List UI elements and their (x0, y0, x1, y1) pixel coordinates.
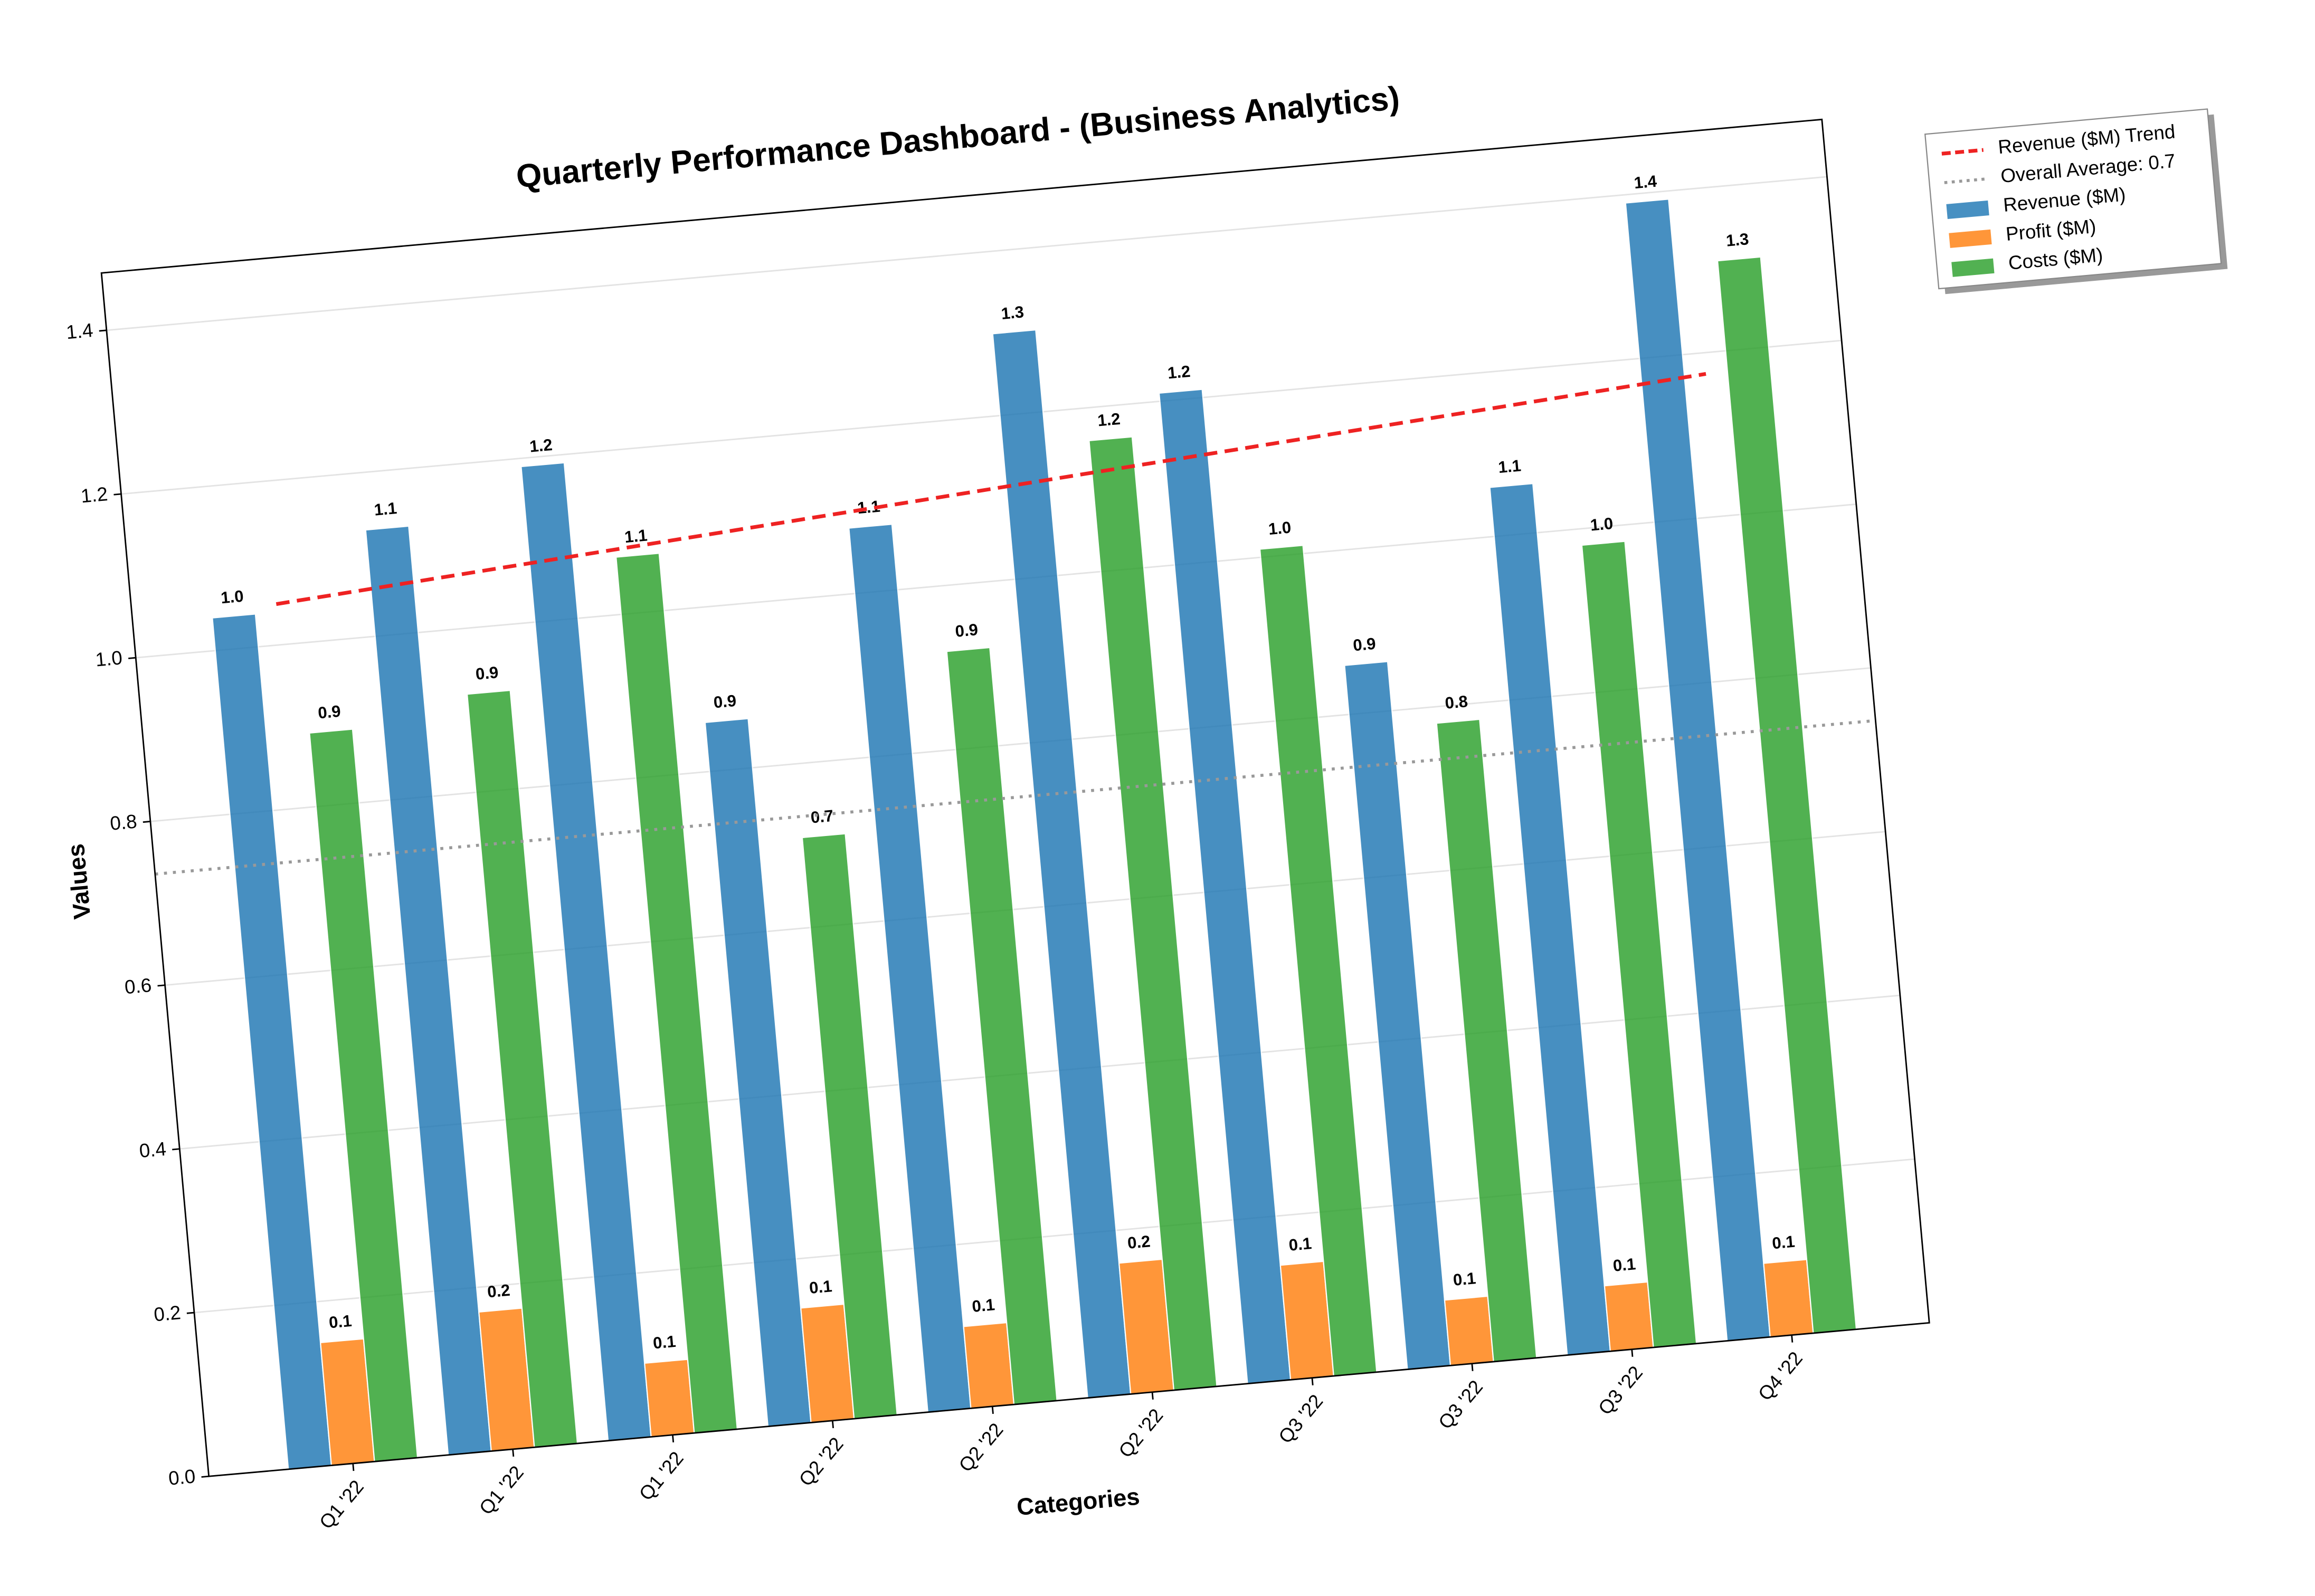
y-tick-label: 1.2 (80, 483, 108, 507)
value-label: 0.9 (954, 620, 979, 641)
value-label: 1.3 (1000, 302, 1024, 323)
x-tick (1311, 1378, 1314, 1385)
x-tick (1151, 1392, 1154, 1400)
y-tick (113, 493, 121, 496)
value-label: 0.1 (971, 1295, 995, 1316)
value-label: 1.1 (373, 499, 397, 519)
plot-area: Quarterly Performance Dashboard - (Busin… (62, 80, 2228, 1533)
bar (1763, 1259, 1814, 1338)
value-label: 0.1 (809, 1277, 833, 1297)
y-tick-label: 1.0 (94, 647, 123, 670)
value-label: 0.1 (652, 1332, 677, 1353)
value-label: 0.2 (1127, 1232, 1151, 1252)
y-tick-label: 0.6 (124, 974, 152, 998)
legend-box (1924, 108, 2222, 290)
value-label: 0.9 (317, 702, 341, 723)
y-tick-label: 0.8 (109, 810, 138, 834)
value-label: 0.2 (487, 1281, 511, 1302)
value-label: 1.2 (1167, 362, 1191, 383)
grid-line (106, 176, 1827, 331)
legend-swatch (1949, 229, 1992, 248)
x-tick (1471, 1363, 1474, 1371)
value-label: 1.2 (1097, 410, 1121, 430)
value-label: 0.1 (1771, 1232, 1796, 1253)
value-label: 0.1 (1288, 1234, 1312, 1255)
value-label: 0.7 (810, 806, 834, 827)
y-axis-label: Values (62, 843, 96, 920)
legend-swatch (1941, 148, 1984, 156)
average-line (155, 719, 1876, 876)
grid-line (121, 339, 1842, 495)
value-label: 0.1 (1452, 1269, 1476, 1289)
value-label: 1.3 (1725, 230, 1750, 250)
y-tick-label: 1.4 (65, 319, 94, 343)
value-label: 0.8 (1444, 692, 1468, 712)
y-tick (99, 329, 107, 332)
y-tick (201, 1475, 209, 1478)
x-tick (991, 1406, 994, 1414)
x-tick (831, 1420, 834, 1428)
bar (1444, 1295, 1494, 1366)
grid-line (194, 1158, 1915, 1314)
value-label: 1.1 (1497, 456, 1522, 477)
grid-line (179, 994, 1900, 1150)
y-tick-label: 0.4 (138, 1138, 167, 1162)
y-tick-label: 0.0 (167, 1465, 196, 1489)
x-tick (352, 1463, 355, 1471)
grid-line (165, 831, 1886, 986)
y-tick (143, 821, 151, 823)
y-tick (157, 984, 165, 987)
value-label: 1.4 (1633, 172, 1658, 192)
value-label: 0.1 (328, 1312, 353, 1332)
legend-swatch (1946, 200, 1989, 220)
value-label: 0.9 (475, 663, 499, 683)
x-tick (512, 1449, 515, 1457)
value-label: 0.9 (713, 691, 737, 712)
bar (1604, 1281, 1654, 1352)
value-label: 1.0 (220, 587, 244, 607)
bar (963, 1322, 1015, 1409)
grid-line (150, 667, 1871, 822)
value-label: 1.0 (1267, 518, 1292, 538)
trend-line (276, 372, 1706, 606)
y-tick (172, 1148, 180, 1151)
value-label: 1.2 (529, 435, 553, 456)
bar (643, 1358, 695, 1438)
value-label: 1.1 (624, 526, 648, 547)
value-label: 1.0 (1589, 514, 1614, 535)
x-tick (672, 1434, 675, 1443)
plot-frame (100, 118, 1930, 1477)
legend-swatch (1951, 258, 1995, 277)
value-label: 0.9 (1352, 634, 1377, 655)
value-label: 0.1 (1612, 1255, 1636, 1275)
x-tick (1631, 1349, 1634, 1357)
y-tick-label: 0.2 (153, 1302, 182, 1325)
grid-line (136, 503, 1856, 659)
